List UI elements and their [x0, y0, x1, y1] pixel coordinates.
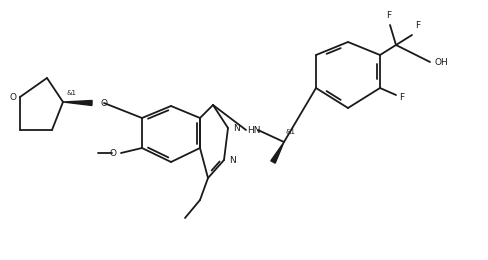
- Text: &1: &1: [66, 90, 76, 96]
- Text: HN: HN: [247, 126, 261, 134]
- Text: N: N: [233, 124, 240, 133]
- Text: F: F: [399, 93, 404, 101]
- Polygon shape: [271, 142, 284, 163]
- Text: N: N: [229, 155, 236, 165]
- Text: OH: OH: [435, 57, 449, 67]
- Text: O: O: [109, 148, 116, 158]
- Text: &1: &1: [286, 129, 296, 135]
- Text: O: O: [9, 93, 16, 101]
- Polygon shape: [63, 101, 92, 106]
- Text: O: O: [100, 99, 107, 107]
- Text: F: F: [386, 11, 391, 20]
- Text: F: F: [415, 21, 420, 30]
